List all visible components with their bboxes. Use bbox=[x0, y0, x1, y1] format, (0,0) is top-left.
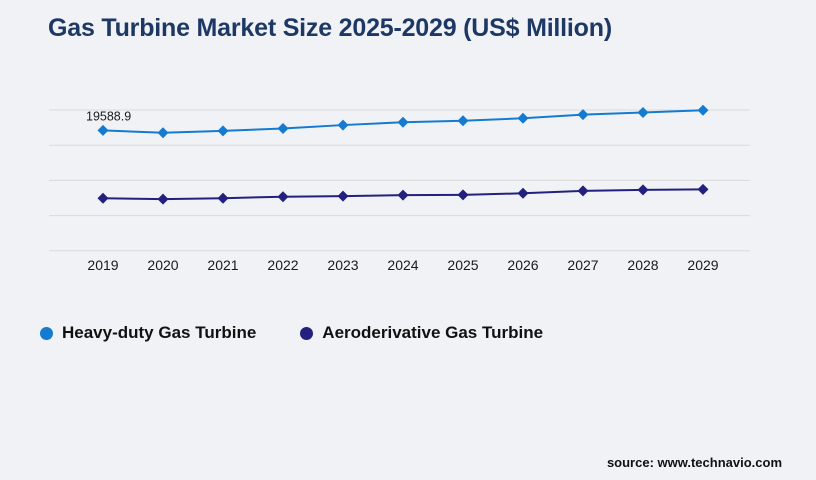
chart-title: Gas Turbine Market Size 2025-2029 (US$ M… bbox=[48, 14, 612, 42]
x-axis-label: 2020 bbox=[147, 257, 179, 273]
data-point-marker-heavy-duty-gas-turbine bbox=[577, 109, 589, 121]
data-point-label: 19588.9 bbox=[86, 109, 131, 123]
data-point-marker-aeroderivative-gas-turbine bbox=[277, 191, 289, 203]
x-axis-label: 2022 bbox=[267, 257, 299, 273]
x-axis-label: 2029 bbox=[687, 257, 719, 273]
data-point-marker-aeroderivative-gas-turbine bbox=[397, 189, 409, 201]
data-point-marker-aeroderivative-gas-turbine bbox=[97, 192, 109, 204]
x-axis-label: 2026 bbox=[507, 257, 539, 273]
legend-marker-dot-icon bbox=[40, 326, 53, 340]
legend-marker-dot-icon bbox=[300, 326, 314, 340]
data-point-marker-heavy-duty-gas-turbine bbox=[217, 125, 229, 137]
data-point-marker-aeroderivative-gas-turbine bbox=[217, 192, 229, 204]
source-attribution: source: www.technavio.com bbox=[606, 455, 782, 470]
legend-label: Heavy-duty Gas Turbine bbox=[62, 323, 257, 342]
x-axis-label: 2024 bbox=[387, 257, 419, 273]
data-point-marker-aeroderivative-gas-turbine bbox=[457, 189, 469, 201]
line-chart-plot-area: 19588.9 bbox=[49, 104, 750, 252]
x-axis-label: 2027 bbox=[567, 257, 599, 273]
data-point-marker-heavy-duty-gas-turbine bbox=[397, 116, 409, 128]
legend-item-aeroderivative: Aeroderivative Gas Turbine bbox=[300, 323, 543, 343]
data-point-marker-aeroderivative-gas-turbine bbox=[157, 193, 169, 205]
data-point-marker-heavy-duty-gas-turbine bbox=[337, 119, 349, 131]
x-axis-label: 2021 bbox=[207, 257, 239, 273]
data-point-marker-heavy-duty-gas-turbine bbox=[517, 112, 529, 124]
data-point-marker-aeroderivative-gas-turbine bbox=[697, 183, 709, 195]
data-point-marker-heavy-duty-gas-turbine bbox=[697, 104, 709, 116]
data-point-marker-aeroderivative-gas-turbine bbox=[517, 187, 529, 199]
data-point-marker-heavy-duty-gas-turbine bbox=[277, 122, 289, 134]
x-axis-label: 2023 bbox=[327, 257, 359, 273]
x-axis-label: 2028 bbox=[627, 257, 659, 273]
data-point-marker-aeroderivative-gas-turbine bbox=[637, 184, 649, 196]
x-axis-label: 2019 bbox=[87, 257, 119, 273]
legend-item-heavy-duty: Heavy-duty Gas Turbine bbox=[40, 323, 256, 343]
data-point-marker-heavy-duty-gas-turbine bbox=[97, 124, 109, 136]
x-axis-label: 2025 bbox=[447, 257, 479, 273]
data-point-marker-heavy-duty-gas-turbine bbox=[457, 115, 469, 127]
data-point-marker-heavy-duty-gas-turbine bbox=[637, 106, 649, 118]
data-point-marker-aeroderivative-gas-turbine bbox=[577, 185, 589, 197]
data-point-marker-heavy-duty-gas-turbine bbox=[157, 127, 169, 139]
x-axis: 2019 2020 2021 2022 2023 2024 2025 2026 2027 2028… bbox=[73, 257, 733, 273]
chart-legend: Heavy-duty Gas Turbine Aeroderivative Ga… bbox=[40, 323, 543, 343]
data-point-marker-aeroderivative-gas-turbine bbox=[337, 190, 349, 202]
legend-label: Aeroderivative Gas Turbine bbox=[322, 323, 544, 342]
